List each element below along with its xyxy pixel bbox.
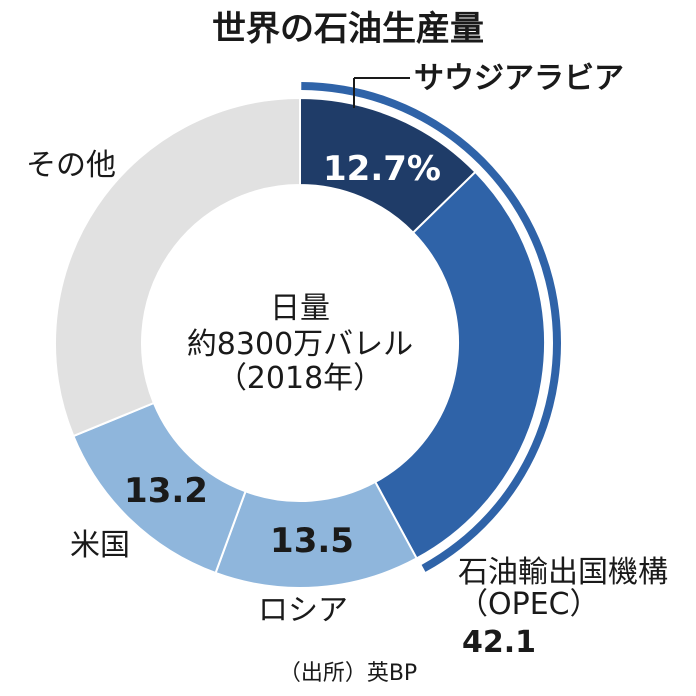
slice-1 xyxy=(373,170,546,560)
center-text-line2: 約8300万バレル xyxy=(187,327,413,362)
label-usa: 米国 xyxy=(70,528,130,563)
label-russia: ロシア xyxy=(258,593,348,628)
slice-4 xyxy=(54,96,301,438)
donut-slices xyxy=(54,96,546,589)
value-label-saudi: 12.7% xyxy=(323,149,441,189)
value-label-russia: 13.5 xyxy=(270,521,354,561)
value-label-usa: 13.2 xyxy=(124,471,208,511)
center-text-line3: （2018年） xyxy=(217,361,383,396)
label-opec-line2: （OPEC） xyxy=(458,587,600,622)
label-opec-line1: 石油輸出国機構 xyxy=(458,555,668,590)
chart-title: 世界の石油生産量 xyxy=(212,9,484,49)
source-note: （出所）英BP xyxy=(279,661,417,686)
label-other: その他 xyxy=(26,148,116,183)
label-saudi: サウジアラビア xyxy=(414,61,624,96)
center-text-line1: 日量 xyxy=(270,291,330,326)
value-label-opec: 42.1 xyxy=(462,625,536,660)
